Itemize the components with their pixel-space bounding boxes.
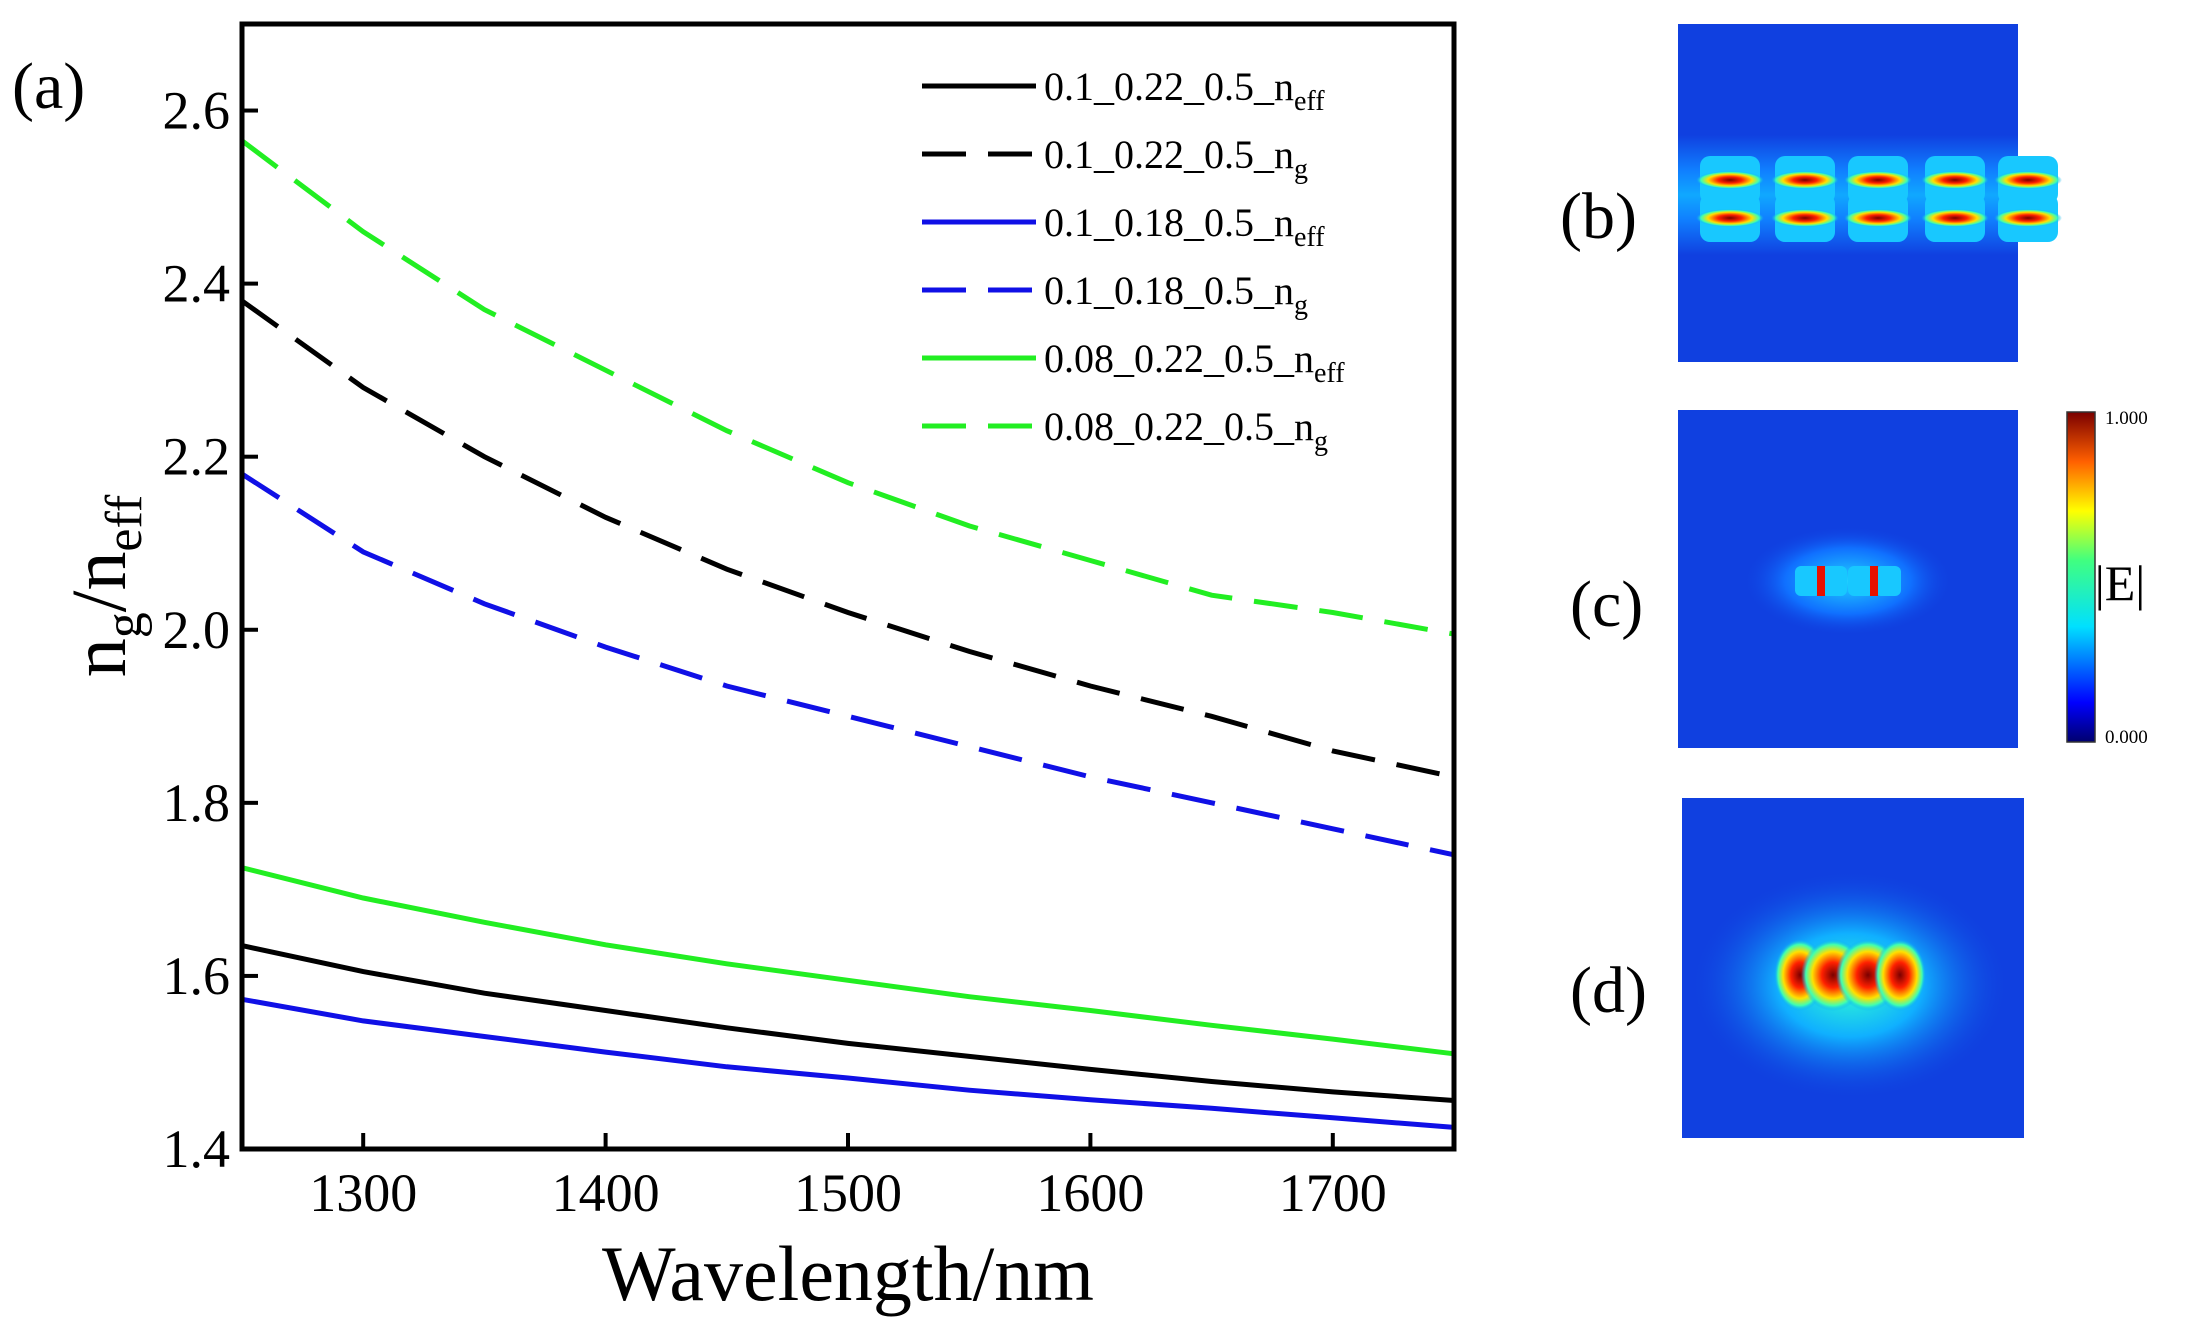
x-tick-label-2: 1400 (552, 1163, 660, 1223)
field-hotspots-c (1795, 566, 1901, 596)
x-tick-label-3: 1500 (794, 1163, 902, 1223)
hotspot-b-1-2 (1696, 209, 1764, 227)
x-axis-title: Wavelength/nm (602, 1230, 1094, 1317)
y-tick-label-4: 2.0 (163, 600, 231, 660)
y-tick-label-1: 1.4 (163, 1119, 231, 1179)
panel-label-c: (c) (1570, 568, 1643, 641)
y-axis-title-n: n (55, 638, 142, 677)
series-line-2 (240, 298, 1455, 780)
panel-label-d: (d) (1570, 954, 1647, 1027)
legend: 0.1_0.22_0.5_neff 0.1_0.22_0.5_ng 0.1_0.18… (922, 64, 1345, 457)
y-tick-label-5: 2.2 (163, 427, 231, 487)
hotspot-b-2-2 (1771, 209, 1839, 227)
legend-label-4: 0.1_0.18_0.5_ng (1044, 268, 1308, 321)
y-axis-title-sub-g: g (96, 612, 153, 638)
y-tick-label-7: 2.6 (163, 81, 231, 141)
hotspot-b-4-1 (1921, 171, 1989, 189)
line-chart: (a) 1300 1400 1500 1600 1700 1.4 1.6 1.8 2.0 2.2 2… (12, 21, 1457, 1317)
slot-c-2 (1821, 566, 1847, 596)
y-axis-title-sub-eff: eff (96, 494, 153, 551)
colorbar-title: |E| (2095, 555, 2146, 611)
series-line-5 (241, 865, 1455, 1057)
x-tick-label-1: 1300 (309, 1163, 417, 1223)
y-axis-title-slash-n: /n (55, 552, 142, 613)
hotspot-b-4-2 (1921, 209, 1989, 227)
series-line-3 (241, 996, 1455, 1130)
series-line-1 (241, 943, 1455, 1103)
legend-label-3: 0.1_0.18_0.5_neff (1044, 200, 1325, 253)
field-panel-c: (c) (1570, 410, 2018, 748)
hotspot-b-3-1 (1844, 171, 1912, 189)
y-axis-title: ng/neff (55, 494, 153, 677)
legend-label-5: 0.08_0.22_0.5_neff (1044, 336, 1345, 389)
hotspot-b-1-1 (1696, 171, 1764, 189)
legend-label-6: 0.08_0.22_0.5_ng (1044, 404, 1328, 457)
field-panel-d: (d) (1570, 798, 2024, 1138)
field-hotspots-d (1774, 939, 1926, 1011)
series-layer (240, 138, 1455, 1130)
y-tick-label-6: 2.4 (163, 254, 231, 314)
series-line-4 (240, 471, 1455, 858)
hotspot-b-3-2 (1844, 209, 1912, 227)
x-tick-label-4: 1600 (1036, 1163, 1144, 1223)
x-tick-label-5: 1700 (1279, 1163, 1387, 1223)
legend-label-2: 0.1_0.22_0.5_ng (1044, 132, 1308, 185)
field-panel-b: (b) (1560, 24, 2062, 362)
field-hotspots-b (1696, 156, 2062, 242)
panel-label-a: (a) (12, 50, 85, 123)
colorbar: 1.000 0.000 |E| (2066, 408, 2148, 748)
panel-label-b: (b) (1560, 180, 1637, 253)
y-tick-label-3: 1.8 (163, 773, 231, 833)
hotspot-b-5-2 (1994, 209, 2062, 227)
slot-c-1 (1795, 566, 1821, 596)
hotspot-c-2 (1870, 566, 1878, 596)
series-line-6 (240, 138, 1455, 637)
lobe-d-4 (1874, 939, 1926, 1011)
ticks-layer: 1300 1400 1500 1600 1700 1.4 1.6 1.8 2.0 2.2 2.4 2.… (163, 81, 1387, 1223)
legend-label-1: 0.1_0.22_0.5_neff (1044, 64, 1325, 117)
colorbar-min-label: 0.000 (2105, 727, 2148, 748)
hotspot-b-5-1 (1994, 171, 2062, 189)
slot-c-3 (1848, 566, 1874, 596)
colorbar-max-label: 1.000 (2105, 408, 2148, 429)
slot-c-4 (1875, 566, 1901, 596)
hotspot-c-1 (1817, 566, 1825, 596)
colorbar-gradient (2066, 411, 2096, 743)
hotspot-b-2-1 (1771, 171, 1839, 189)
y-tick-label-2: 1.6 (163, 946, 231, 1006)
